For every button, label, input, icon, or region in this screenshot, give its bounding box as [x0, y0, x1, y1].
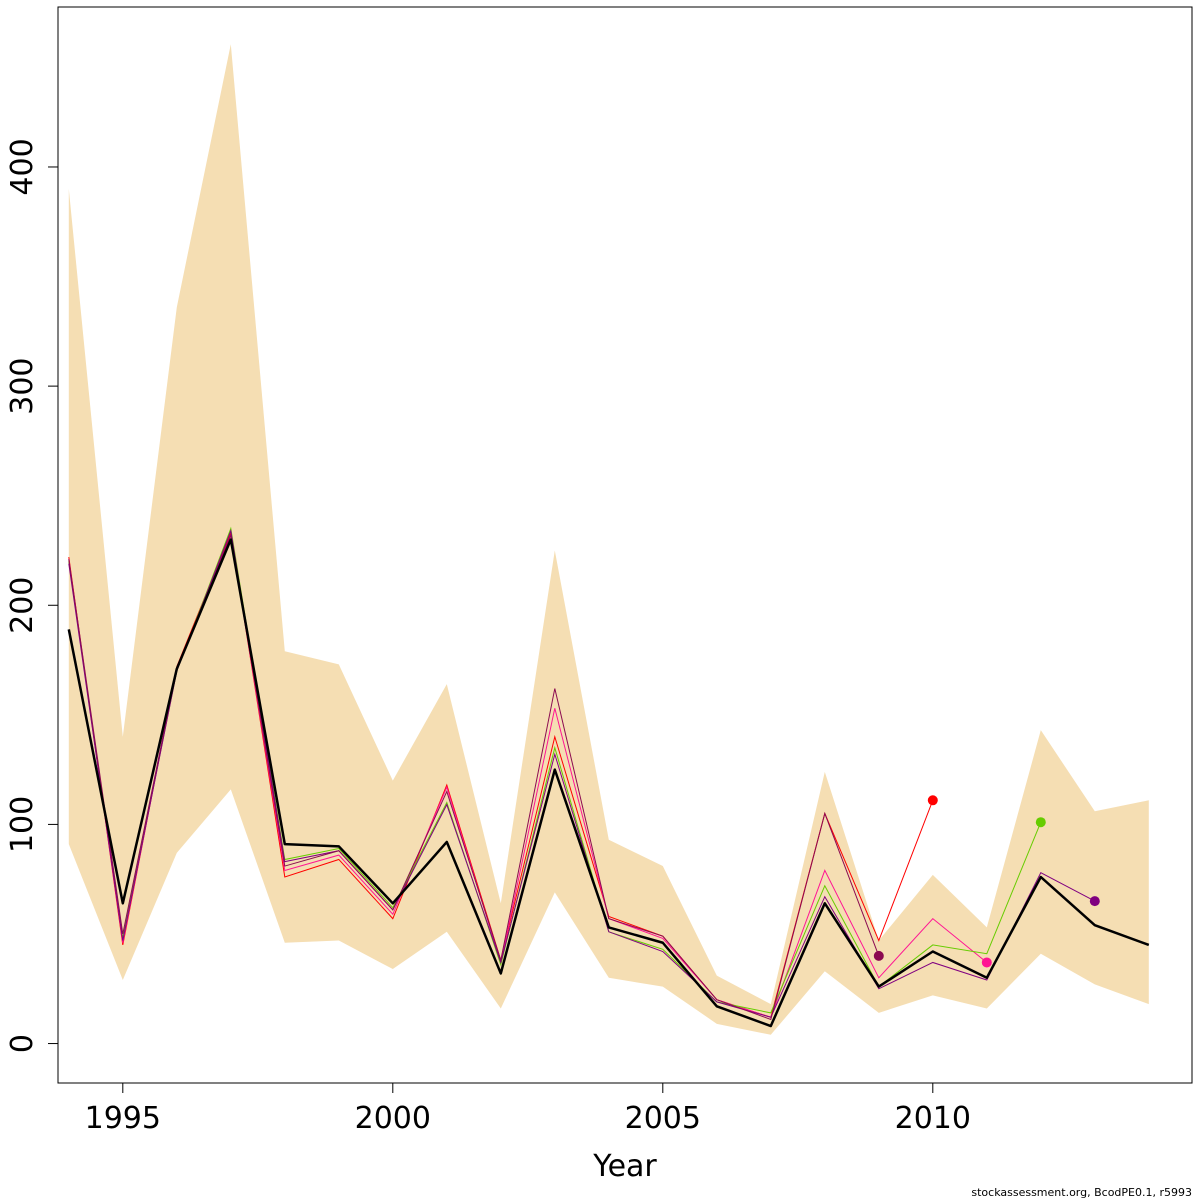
x-tick-label-1995: 1995 [85, 1101, 161, 1136]
base-series-line [67, 538, 1150, 1028]
retro-series-endpoint-5 [873, 950, 884, 961]
x-axis-title: Year [592, 1149, 657, 1184]
confidence-band [68, 44, 1149, 1035]
plot-frame [57, 6, 1193, 1084]
y-tick-label-300: 300 [5, 357, 40, 414]
y-tick-label-200: 200 [5, 577, 40, 634]
y-axis: 0 100 200 300 400 [5, 138, 58, 1053]
plot-area [67, 44, 1150, 1035]
retro-series-endpoint-4 [1089, 896, 1100, 907]
y-tick-label-0: 0 [5, 1034, 40, 1053]
y-tick-label-400: 400 [5, 138, 40, 195]
retro-series-endpoint-3 [1035, 817, 1046, 828]
x-tick-label-2000: 2000 [355, 1101, 431, 1136]
y-tick-label-100: 100 [5, 796, 40, 853]
retro-series-endpoint-2 [981, 957, 992, 968]
x-tick-label-2005: 2005 [625, 1101, 701, 1136]
x-axis: 1995 2000 2005 2010 [85, 1083, 971, 1136]
retro-series-endpoint-1 [927, 795, 938, 806]
footnote: stockassessment.org, BcodPE0.1, r5993 [971, 1186, 1192, 1199]
x-tick-label-2010: 2010 [895, 1101, 971, 1136]
